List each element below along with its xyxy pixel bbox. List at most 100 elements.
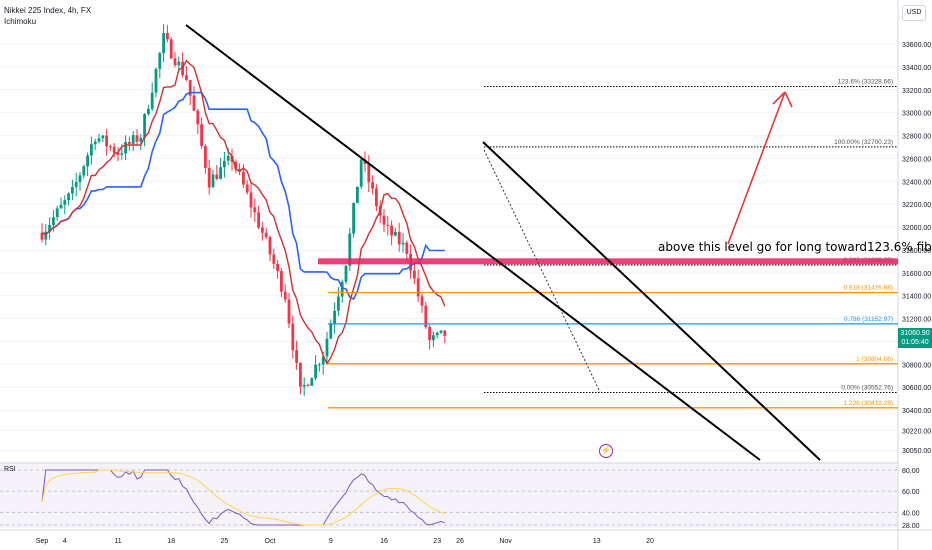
candle-body <box>280 271 283 292</box>
candle-body <box>215 174 219 179</box>
candle-body <box>169 39 173 59</box>
candle-body <box>124 141 127 154</box>
candle-body <box>344 265 348 282</box>
candle-body <box>109 146 112 148</box>
candle-body <box>443 330 447 336</box>
candle-body <box>44 231 48 240</box>
candle-body <box>428 327 431 341</box>
candle-body <box>321 356 325 365</box>
candle-body <box>348 233 352 266</box>
candle-body <box>78 175 82 183</box>
y-tick-label: 32000.00 <box>902 225 931 232</box>
y-tick-label: 33600.00 <box>902 42 931 49</box>
candle-body <box>185 75 188 81</box>
candle-body <box>143 114 146 138</box>
candle-body <box>177 61 181 66</box>
candle-body <box>219 167 222 179</box>
symbol-title[interactable]: Nikkei 225 Index, 4h, FX <box>4 6 92 15</box>
candle-body <box>207 167 211 188</box>
candle-body <box>181 61 184 76</box>
candle-body <box>120 153 124 155</box>
candle-body <box>52 217 55 226</box>
y-tick-label: 33400.00 <box>902 65 931 72</box>
candle-body <box>268 237 272 255</box>
kijun-line <box>41 91 445 301</box>
candle-body <box>200 124 203 147</box>
x-tick-label: 23 <box>433 538 441 545</box>
x-tick-label: Oct <box>265 538 276 545</box>
candle-body <box>112 146 116 153</box>
candle-body <box>382 215 386 225</box>
candle-body <box>139 137 143 142</box>
candle-body <box>276 263 279 272</box>
candle-body <box>401 242 405 245</box>
candle-body <box>249 192 253 208</box>
candle-body <box>166 33 169 40</box>
y-tick-label: 31600.00 <box>902 271 931 278</box>
candle-body <box>245 184 249 193</box>
candle-body <box>291 323 295 351</box>
candle-body <box>264 232 268 238</box>
candle-body <box>302 384 306 387</box>
annotation-text[interactable]: above this level go for long toward123.6… <box>658 240 932 254</box>
candle-body <box>63 200 67 205</box>
currency-button[interactable]: USD <box>902 5 926 21</box>
lightning-icon[interactable]: ⚡ <box>599 444 613 458</box>
candle-body <box>188 80 192 96</box>
candle-body <box>82 166 86 176</box>
x-tick-label: 20 <box>646 538 654 545</box>
candle-body <box>359 159 363 187</box>
x-tick-label: 13 <box>593 538 601 545</box>
rsi-ma-line <box>41 469 446 526</box>
candle-body <box>371 182 374 189</box>
fib-level-label: 123.6% (33228.66) <box>838 78 893 85</box>
candle-body <box>405 242 409 254</box>
arrow-shaft <box>727 91 786 245</box>
candle-body <box>158 53 162 69</box>
candle-body <box>150 92 154 109</box>
y-tick-label: 32600.00 <box>902 156 931 163</box>
candle-body <box>238 169 241 172</box>
fib-level-label: 1 (30804.06) <box>856 356 893 363</box>
rsi-tick-label: 40.00 <box>902 510 920 517</box>
candle-body <box>59 204 63 209</box>
candle-body <box>261 227 264 233</box>
fib-level-label: 0.786 (31152.97) <box>844 316 893 323</box>
candle-body <box>196 110 200 125</box>
rsi-tick-label: 28.00 <box>902 523 920 530</box>
rsi-background <box>0 463 898 528</box>
y-tick-label: 30220.00 <box>902 429 931 436</box>
candle-body <box>306 384 310 386</box>
candle-body <box>234 161 238 170</box>
tenkan-line <box>41 59 446 366</box>
y-tick-label: 30400.00 <box>902 408 931 415</box>
candle-body <box>173 58 177 66</box>
candle-body <box>90 144 93 156</box>
candle-body <box>101 135 105 139</box>
y-tick-label: 32400.00 <box>902 179 931 186</box>
candle-body <box>337 296 340 311</box>
y-tick-label: 33200.00 <box>902 88 931 95</box>
candle-body <box>40 232 44 240</box>
rsi-label[interactable]: RSI <box>4 466 16 473</box>
fib-level-label: 0.00% (30552.76) <box>841 385 893 392</box>
rsi-tick-label: 80.00 <box>902 468 920 475</box>
y-tick-label: 31800.00 <box>902 248 931 255</box>
candle-body <box>375 188 378 207</box>
candle-body <box>86 155 89 167</box>
indicator-label[interactable]: Ichimoku <box>4 17 37 26</box>
candle-body <box>283 291 287 300</box>
last-price-tag: 31060.90 01:05:40 <box>898 328 932 348</box>
candle-body <box>230 155 234 162</box>
fib-anchor-line <box>483 149 601 393</box>
candle-body <box>356 186 359 204</box>
arrow-head <box>772 91 793 108</box>
candle-body <box>162 33 165 54</box>
candle-body <box>394 231 397 236</box>
candle-body <box>386 224 390 226</box>
candle-body <box>310 378 314 386</box>
candle-body <box>390 225 393 236</box>
candle-body <box>192 95 196 111</box>
x-tick-label: 26 <box>456 538 464 545</box>
